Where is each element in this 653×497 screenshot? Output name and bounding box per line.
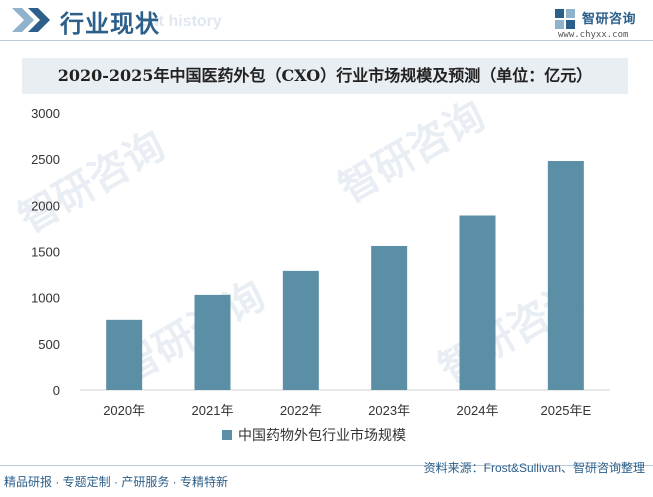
y-tick-label: 2500 — [31, 152, 60, 167]
y-tick-label: 3000 — [31, 106, 60, 121]
x-tick-label: 2023年 — [368, 403, 410, 418]
y-tick-label: 2000 — [31, 198, 60, 213]
x-tick-label: 2025年E — [541, 403, 592, 418]
bar — [371, 245, 408, 390]
chart-title-box: 2020-2025年中国医药外包（CXO）行业市场规模及预测（单位：亿元） — [22, 58, 628, 94]
section-subtitle: ent history — [140, 13, 222, 30]
x-tick-label: 2021年 — [192, 403, 234, 418]
y-tick-label: 1500 — [31, 245, 60, 260]
source-note: 资料来源：Frost&Sullivan、智研咨询整理 — [423, 461, 645, 475]
y-tick-label: 500 — [38, 337, 60, 352]
legend-label: 中国药物外包行业市场规模 — [238, 427, 406, 443]
x-tick-label: 2024年 — [457, 403, 499, 418]
legend-swatch — [222, 430, 232, 440]
chart-title: 2020-2025年中国医药外包（CXO）行业市场规模及预测（单位：亿元） — [57, 66, 593, 85]
bar-chart: 0 500 1000 1500 2000 2500 3000 2020年 2021年 2022年 2… — [31, 106, 610, 443]
x-tick-label: 2020年 — [103, 403, 145, 418]
bar — [282, 270, 319, 390]
page-footer: 精品研报 · 专题定制 · 产研服务 · 专精特新 资料来源：Frost&Sul… — [0, 461, 653, 497]
bar — [106, 319, 143, 390]
bar — [194, 294, 231, 390]
chevron-right-icon — [12, 8, 50, 32]
section-title: 行业现状 — [60, 11, 160, 38]
logo-icon — [555, 9, 575, 29]
y-tick-label: 0 — [53, 383, 60, 398]
y-tick-label: 1000 — [31, 291, 60, 306]
bar — [459, 215, 496, 390]
footer-tagline: 精品研报 · 专题定制 · 产研服务 · 专精特新 — [4, 475, 228, 489]
brand-name: 智研咨询 — [582, 11, 637, 26]
footer-divider — [0, 465, 653, 466]
brand-url: www.chyxx.com — [558, 30, 629, 40]
bar — [547, 161, 584, 390]
page-header: ent history 行业现状 智研咨询 www.chyxx.com — [0, 0, 653, 41]
x-tick-label: 2022年 — [280, 403, 322, 418]
header-divider — [0, 40, 653, 41]
